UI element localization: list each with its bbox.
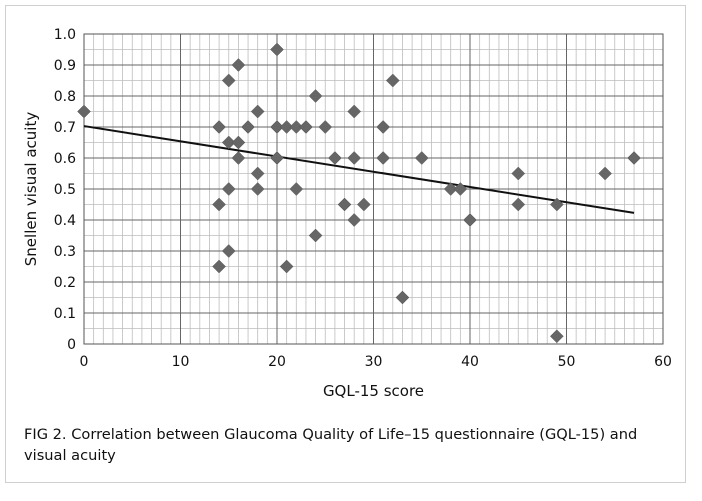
data-point-diamond bbox=[231, 135, 246, 150]
data-point-diamond bbox=[212, 259, 226, 274]
data-point-diamond bbox=[308, 228, 323, 243]
data-point-diamond bbox=[279, 120, 294, 134]
x-axis-label: GQL-15 score bbox=[323, 382, 424, 400]
y-tick-label: 0.4 bbox=[54, 213, 76, 229]
trendline-group bbox=[83, 125, 635, 214]
data-point-diamond bbox=[270, 120, 284, 134]
y-tick-label: 0 bbox=[67, 337, 76, 353]
x-tick-label: 60 bbox=[654, 354, 672, 370]
y-tick-label: 1.0 bbox=[54, 27, 76, 43]
y-tick-label: 0.7 bbox=[54, 120, 76, 136]
x-tick-label: 10 bbox=[172, 354, 190, 370]
data-points bbox=[77, 42, 641, 344]
data-point-diamond bbox=[511, 197, 526, 212]
y-axis-label: Snellen visual acuity bbox=[22, 112, 40, 267]
y-tick-label: 0.8 bbox=[54, 89, 76, 105]
x-tick-label: 0 bbox=[80, 354, 89, 370]
data-point-diamond bbox=[289, 182, 304, 196]
data-point-diamond bbox=[356, 197, 371, 212]
data-point-diamond bbox=[77, 104, 91, 119]
x-tick-label: 20 bbox=[268, 354, 286, 370]
data-point-diamond bbox=[347, 104, 362, 119]
y-tick-label: 0.3 bbox=[54, 244, 76, 260]
y-tick-labels: 0 0.1 0.2 0.3 0.4 0.5 0.6 0.7 0.8 0.9 1.0 bbox=[54, 27, 76, 353]
data-point-diamond bbox=[414, 151, 429, 165]
data-point-diamond bbox=[250, 166, 265, 181]
y-tick-label: 0.6 bbox=[54, 151, 76, 167]
data-point-diamond bbox=[212, 120, 226, 134]
data-point-diamond bbox=[241, 120, 255, 134]
data-point-diamond bbox=[463, 213, 477, 227]
data-point-diamond bbox=[221, 73, 236, 88]
data-point-diamond bbox=[270, 151, 284, 165]
data-point-diamond bbox=[221, 182, 236, 196]
data-point-diamond bbox=[337, 197, 352, 212]
data-point-diamond bbox=[627, 151, 641, 165]
data-point-diamond bbox=[250, 104, 265, 119]
data-point-diamond bbox=[443, 182, 458, 196]
y-tick-label: 0.9 bbox=[54, 58, 76, 74]
data-point-diamond bbox=[549, 329, 564, 344]
data-point-diamond bbox=[221, 135, 236, 150]
x-tick-labels: 0 10 20 30 40 50 60 bbox=[80, 354, 672, 370]
data-point-diamond bbox=[549, 197, 564, 212]
trendline bbox=[83, 125, 635, 214]
figure-label: FIG 2. bbox=[24, 426, 67, 443]
figure-caption: FIG 2. Correlation between Glaucoma Qual… bbox=[24, 424, 679, 466]
data-point-diamond bbox=[385, 73, 400, 88]
plot-area-border bbox=[83, 33, 664, 345]
y-tick-label: 0.5 bbox=[54, 182, 76, 198]
data-point-diamond bbox=[212, 197, 226, 212]
x-tick-label: 40 bbox=[461, 354, 479, 370]
major-grid bbox=[83, 33, 664, 345]
data-point-diamond bbox=[395, 290, 410, 305]
data-point-diamond bbox=[231, 151, 246, 165]
data-point-diamond bbox=[376, 120, 391, 134]
data-point-diamond bbox=[511, 166, 526, 181]
data-point-diamond bbox=[231, 58, 246, 72]
data-point-diamond bbox=[347, 213, 362, 227]
data-point-diamond bbox=[598, 166, 612, 181]
y-tick-label: 0.2 bbox=[54, 275, 76, 291]
data-point-diamond bbox=[318, 120, 333, 134]
data-point-diamond bbox=[250, 182, 265, 196]
data-point-diamond bbox=[270, 42, 284, 57]
data-point-diamond bbox=[453, 182, 468, 196]
y-tick-label: 0.1 bbox=[54, 306, 76, 322]
x-tick-label: 30 bbox=[365, 354, 383, 370]
data-point-diamond bbox=[279, 259, 294, 274]
data-point-diamond bbox=[328, 151, 342, 165]
scatter-chart: 0 0.1 0.2 0.3 0.4 0.5 0.6 0.7 0.8 0.9 1.0 0 10 20 30 4… bbox=[22, 27, 672, 400]
data-point-diamond bbox=[347, 151, 362, 165]
data-point-diamond bbox=[289, 120, 304, 134]
data-point-diamond bbox=[376, 151, 391, 165]
data-point-diamond bbox=[221, 244, 236, 258]
figure-caption-text: Correlation between Glaucoma Quality of … bbox=[24, 426, 638, 464]
data-point-diamond bbox=[308, 89, 323, 103]
figure-frame bbox=[5, 5, 686, 483]
data-point-diamond bbox=[299, 120, 313, 134]
x-tick-label: 50 bbox=[558, 354, 576, 370]
